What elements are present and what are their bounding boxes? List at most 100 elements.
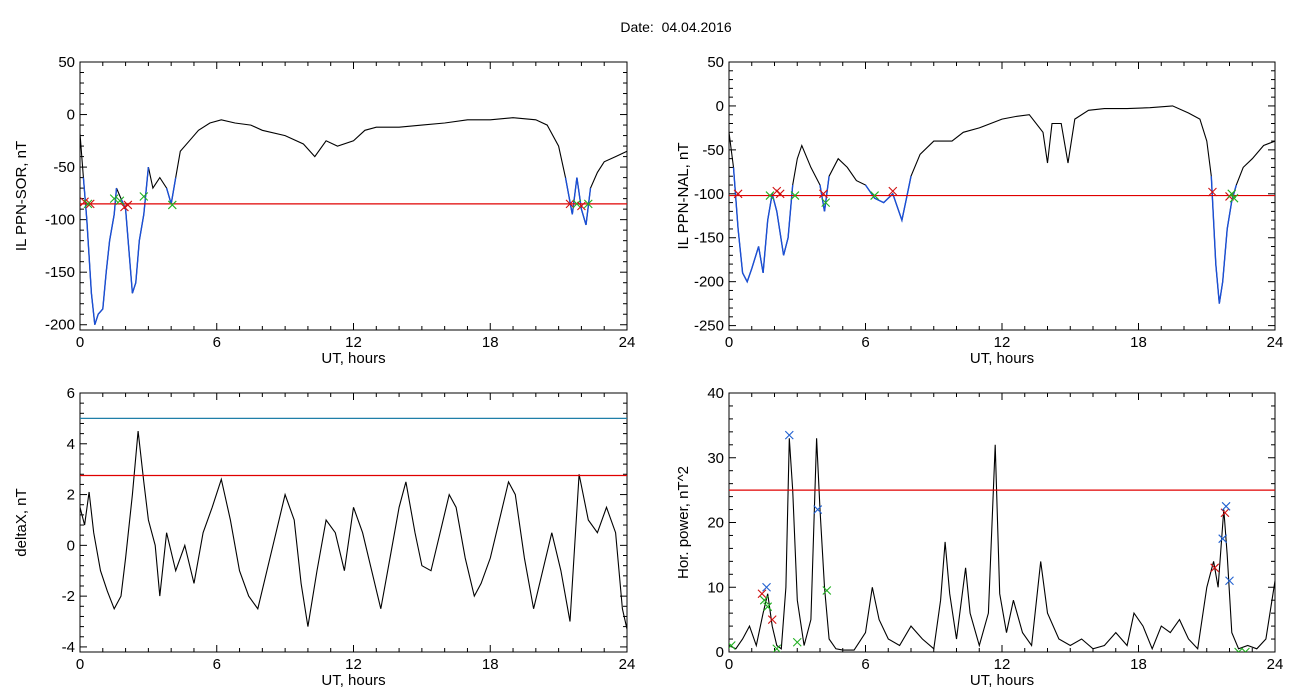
data-series-line <box>729 105 1275 304</box>
x-axis-label: UT, hours <box>321 672 385 689</box>
below-threshold-segment <box>165 177 177 205</box>
x-axis-label: UT, hours <box>970 672 1034 689</box>
y-tick-label: -250 <box>694 318 724 335</box>
y-tick-label: 4 <box>67 436 75 453</box>
y-tick-label: -50 <box>702 142 724 159</box>
cross-marker <box>115 196 125 206</box>
cross-marker <box>729 641 736 650</box>
data-layer <box>729 430 1275 652</box>
data-layer <box>80 117 627 325</box>
cross-marker <box>1225 576 1234 586</box>
below-threshold-segment <box>771 184 794 256</box>
x-tick-label: 0 <box>725 656 733 673</box>
y-axis-label: deltaX, nT <box>13 488 30 556</box>
y-tick-label: -150 <box>694 230 724 247</box>
y-tick-label: 10 <box>707 579 724 596</box>
y-tick-label: 50 <box>707 54 724 71</box>
y-tick-label: -2 <box>62 588 75 605</box>
y-tick-label: -4 <box>62 639 75 656</box>
cross-marker <box>870 191 879 200</box>
y-tick-label: 30 <box>707 450 724 467</box>
below-threshold-segment <box>564 177 578 215</box>
cross-marker <box>1221 501 1231 511</box>
chart-panel-2: 0 6 12 18 24 -250 -200 -150 -100 -50 0 50 UT, hours I… <box>675 54 1283 367</box>
x-tick-label: 12 <box>345 656 362 673</box>
cross-marker <box>819 189 828 199</box>
cross-marker <box>139 192 149 201</box>
y-tick-label: 0 <box>67 537 75 554</box>
cross-marker <box>733 189 743 199</box>
y-tick-label: 50 <box>58 54 75 71</box>
y-tick-label: 40 <box>707 385 724 402</box>
below-threshold-segment <box>732 167 773 284</box>
x-tick-label: 12 <box>345 334 362 351</box>
y-axis-label: IL PPN-SOR, nT <box>13 141 30 251</box>
x-tick-label: 18 <box>1130 334 1147 351</box>
y-tick-label: -200 <box>694 274 724 291</box>
chart-date-title: Date: 04.04.2016 <box>0 19 1300 35</box>
x-tick-label: 18 <box>482 656 499 673</box>
cross-marker <box>583 199 593 209</box>
y-tick-label: -200 <box>45 317 75 334</box>
cross-marker <box>888 186 898 196</box>
cross-marker <box>762 582 771 592</box>
cross-marker <box>167 200 177 210</box>
cross-marker <box>813 505 823 514</box>
cross-marker <box>85 199 95 209</box>
x-tick-label: 0 <box>76 334 84 351</box>
data-layer <box>729 105 1275 304</box>
x-tick-label: 24 <box>619 656 636 673</box>
cross-marker <box>565 199 575 209</box>
date-label: Date: <box>620 19 654 35</box>
y-tick-label: 2 <box>67 487 75 504</box>
cross-marker <box>577 201 586 211</box>
data-layer <box>80 417 627 630</box>
y-tick-label: 6 <box>67 385 75 402</box>
x-axis-label: UT, hours <box>321 350 385 367</box>
y-tick-label: 0 <box>716 644 724 661</box>
y-axis-label: IL PPN-NAL, nT <box>675 143 692 250</box>
below-threshold-segment <box>892 176 912 223</box>
cross-marker <box>1241 647 1250 652</box>
x-tick-label: 6 <box>213 334 221 351</box>
y-tick-label: -100 <box>45 212 75 229</box>
cross-marker <box>763 602 773 612</box>
x-axis-label: UT, hours <box>970 350 1034 367</box>
x-tick-label: 0 <box>725 334 733 351</box>
below-threshold-segment <box>819 176 830 212</box>
x-tick-label: 12 <box>994 334 1011 351</box>
x-tick-label: 24 <box>1267 656 1284 673</box>
x-tick-label: 6 <box>861 334 869 351</box>
cross-marker <box>775 189 785 199</box>
x-tick-label: 12 <box>994 656 1011 673</box>
x-tick-label: 18 <box>482 334 499 351</box>
y-tick-label: 20 <box>707 515 724 532</box>
x-tick-label: 24 <box>1267 334 1284 351</box>
below-threshold-segment <box>82 177 118 325</box>
cross-marker <box>1234 647 1243 652</box>
y-tick-label: 0 <box>716 98 724 115</box>
cross-marker <box>1229 193 1239 203</box>
chart-panel-4: 0 6 12 18 24 0 10 20 30 40 UT, hours Hor. power, nT… <box>675 385 1283 689</box>
x-tick-label: 24 <box>619 334 636 351</box>
cross-marker <box>1210 563 1220 573</box>
chart-panel-1: 0 6 12 18 24 -200 -150 -100 -50 0 50 UT, hours IL PP… <box>13 54 635 367</box>
cross-marker <box>765 191 775 200</box>
cross-marker <box>572 199 582 209</box>
data-series-line <box>729 438 1275 651</box>
cross-marker <box>83 199 93 209</box>
x-tick-label: 6 <box>213 656 221 673</box>
cross-marker <box>792 637 802 647</box>
cross-marker <box>822 586 832 595</box>
y-tick-label: -50 <box>53 159 75 176</box>
cross-marker <box>1227 189 1237 199</box>
below-threshold-segment <box>864 184 894 204</box>
below-threshold-segment <box>576 177 592 226</box>
plot-frame <box>79 392 628 653</box>
cross-marker <box>123 200 133 210</box>
cross-marker <box>772 644 782 652</box>
cross-marker <box>821 198 831 207</box>
x-tick-label: 18 <box>1130 656 1147 673</box>
